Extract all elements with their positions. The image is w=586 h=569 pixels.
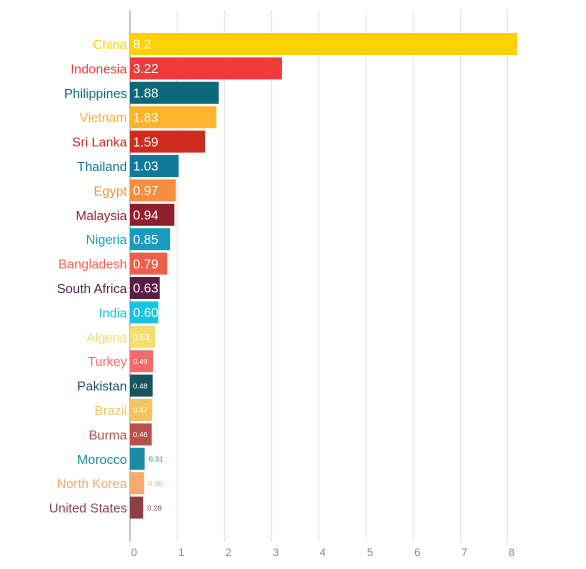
value-label: 0.31 — [149, 455, 164, 464]
value-label: 1.03 — [133, 159, 158, 174]
value-label: 3.22 — [133, 61, 158, 76]
bar — [130, 496, 144, 519]
x-tick-label: 6 — [414, 547, 420, 559]
value-label: 0.48 — [133, 381, 148, 390]
bar — [130, 33, 518, 55]
bar — [130, 399, 153, 421]
category-label: Turkey — [88, 354, 128, 369]
category-label: Burma — [89, 427, 128, 442]
x-tick-label: 1 — [178, 547, 184, 559]
bar — [130, 374, 153, 397]
bar — [130, 350, 154, 373]
bar — [130, 179, 176, 202]
bar — [130, 447, 145, 470]
category-label: China — [93, 37, 128, 52]
category-label: South Africa — [57, 281, 128, 296]
value-label: 1.59 — [133, 134, 158, 149]
bar — [130, 81, 219, 104]
category-label: Bangladesh — [58, 257, 127, 272]
category-labels: China Indonesia Philippines Vietnam Sri Lank… — [49, 37, 128, 516]
x-tick-label: 2 — [225, 547, 231, 559]
bar — [130, 57, 282, 80]
value-label: 0.46 — [133, 430, 148, 439]
value-label: 0.47 — [133, 406, 148, 415]
category-label: North Korea — [57, 476, 128, 491]
bar — [130, 106, 217, 129]
category-label: Philippines — [64, 86, 127, 101]
value-label: 0.30 — [148, 479, 163, 488]
bar — [130, 472, 145, 495]
category-label: Algeria — [87, 330, 128, 345]
category-label: United States — [49, 501, 128, 516]
category-label: India — [99, 305, 128, 320]
category-label: Pakistan — [77, 379, 127, 394]
value-label: 1.83 — [133, 110, 158, 125]
value-label: 0.94 — [133, 207, 158, 222]
bar — [130, 228, 171, 251]
category-label: Nigeria — [86, 232, 128, 247]
category-label: Indonesia — [71, 61, 128, 76]
value-label: 0.97 — [133, 183, 158, 198]
category-label: Brazil — [94, 403, 127, 418]
value-label: 0.60 — [133, 305, 158, 320]
value-label: 0.79 — [133, 256, 158, 271]
bar — [130, 252, 168, 275]
x-tick-labels: 0 1 2 3 4 5 6 7 8 — [131, 547, 515, 559]
category-label: Egypt — [94, 183, 128, 198]
category-label: Thailand — [77, 159, 127, 174]
value-label: 0.63 — [133, 281, 158, 296]
bar — [130, 301, 159, 324]
value-labels: 8.2 3.22 1.88 1.83 1.59 1.03 0.97 0.94 0.85 0.79 0… — [133, 37, 163, 513]
bar — [130, 155, 179, 177]
value-label: 8.2 — [133, 37, 151, 52]
x-tick-label: 7 — [461, 547, 467, 559]
category-label: Sri Lanka — [72, 135, 128, 150]
bars-group — [130, 33, 518, 519]
category-label: Vietnam — [80, 110, 127, 125]
value-label: 0.53 — [133, 332, 150, 342]
category-label: Morocco — [77, 452, 127, 467]
bar — [130, 277, 160, 299]
bar — [130, 423, 152, 446]
value-label: 0.85 — [133, 232, 158, 247]
bar — [130, 130, 206, 153]
x-tick-label: 8 — [509, 547, 515, 559]
x-tick-label: 3 — [273, 547, 279, 559]
value-label: 0.49 — [133, 357, 148, 366]
x-tick-label: 5 — [367, 547, 373, 559]
bar — [130, 203, 175, 226]
x-tick-label: 0 — [131, 547, 137, 559]
category-label: Malaysia — [76, 208, 128, 223]
value-label: 1.88 — [133, 85, 158, 100]
bar — [130, 325, 156, 348]
x-tick-label: 4 — [320, 547, 326, 559]
value-label: 0.28 — [147, 503, 162, 512]
